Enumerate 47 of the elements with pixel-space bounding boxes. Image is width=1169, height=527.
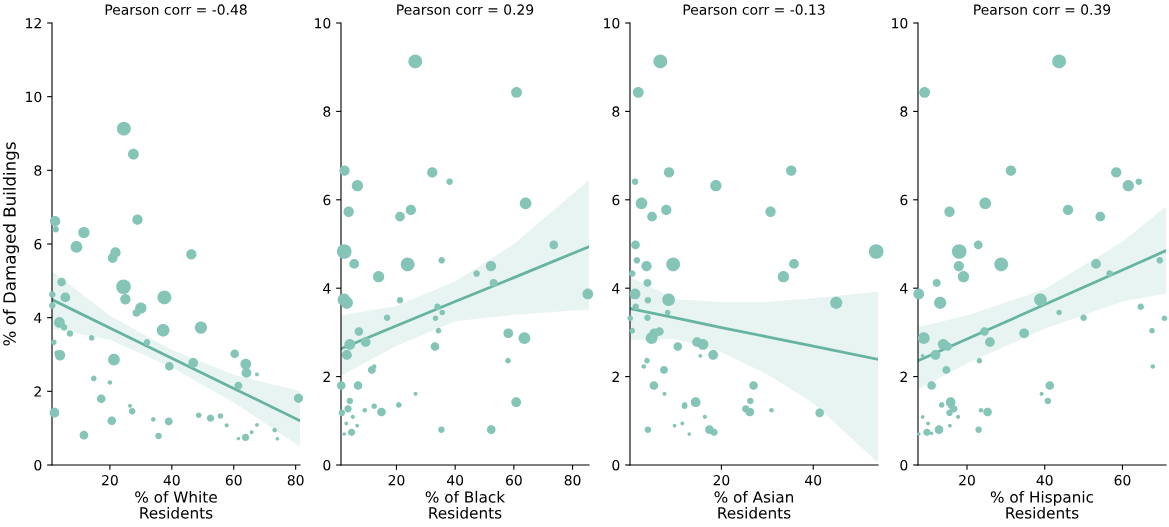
y-tick-label: 2 bbox=[612, 371, 619, 382]
y-tick-label: 4 bbox=[34, 312, 42, 323]
x-tick-label: 40 bbox=[447, 474, 464, 486]
x-tick-label: 20 bbox=[713, 474, 730, 486]
chart-title: Pearson corr = 0.39 bbox=[974, 4, 1111, 15]
y-tick-label: 6 bbox=[323, 194, 331, 206]
y-tick-label: 4 bbox=[612, 283, 620, 294]
y-tick-label: 10 bbox=[604, 17, 620, 29]
x-tick-label: 80 bbox=[287, 474, 304, 486]
y-tick-label: 2 bbox=[900, 371, 907, 382]
x-tick-label: 20 bbox=[102, 474, 118, 486]
y-axis-title: % of Damaged Buildings bbox=[2, 142, 20, 346]
y-tick-label: 8 bbox=[34, 165, 42, 176]
y-tick-label: 6 bbox=[34, 238, 42, 250]
y-tick-label: 8 bbox=[900, 106, 908, 117]
y-tick-label: 10 bbox=[892, 17, 908, 29]
x-axis-title: % of Hispanic Residents bbox=[990, 490, 1094, 519]
chart-title: Pearson corr = -0.13 bbox=[683, 4, 825, 15]
y-tick-label: 8 bbox=[323, 106, 331, 117]
x-tick-label: 80 bbox=[564, 474, 581, 486]
y-tick-label: 0 bbox=[900, 459, 908, 471]
x-tick-label: 60 bbox=[1114, 474, 1131, 486]
y-tick-label: 0 bbox=[323, 459, 331, 471]
y-tick-label: 0 bbox=[612, 459, 620, 471]
y-tick-label: 0 bbox=[34, 459, 42, 471]
chart-title: Pearson corr = -0.48 bbox=[105, 4, 247, 15]
x-tick-label: 20 bbox=[388, 474, 405, 486]
x-tick-label: 40 bbox=[805, 474, 822, 486]
y-tick-label: 2 bbox=[34, 386, 41, 397]
y-tick-label: 2 bbox=[323, 371, 330, 382]
x-tick-label: 40 bbox=[163, 474, 180, 486]
x-axis-title: % of White Residents bbox=[135, 490, 217, 519]
y-tick-label: 4 bbox=[900, 283, 908, 294]
x-axis-title: % of Black Residents bbox=[425, 490, 506, 519]
y-tick-label: 6 bbox=[900, 194, 908, 206]
x-axis-title: % of Asian Residents bbox=[714, 490, 794, 519]
y-tick-label: 6 bbox=[612, 194, 620, 206]
x-tick-label: 60 bbox=[506, 474, 522, 486]
y-tick-label: 12 bbox=[26, 17, 41, 29]
x-tick-label: 40 bbox=[1036, 474, 1053, 486]
y-tick-label: 8 bbox=[612, 106, 620, 117]
y-tick-label: 4 bbox=[323, 283, 331, 294]
x-tick-label: 20 bbox=[959, 474, 975, 486]
chart-title: Pearson corr = 0.29 bbox=[397, 4, 534, 15]
y-tick-label: 10 bbox=[26, 91, 42, 103]
y-tick-label: 10 bbox=[315, 17, 331, 29]
x-tick-label: 60 bbox=[225, 474, 242, 486]
